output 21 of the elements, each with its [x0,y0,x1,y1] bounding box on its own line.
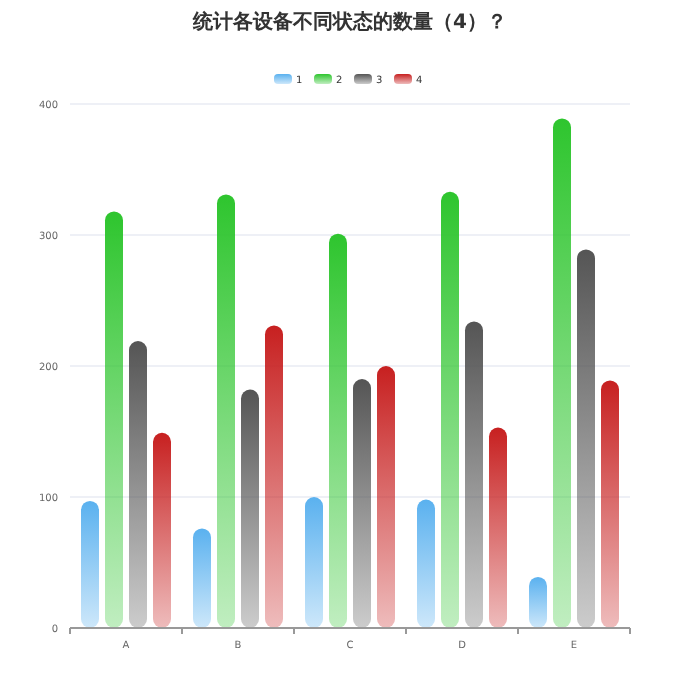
bar [129,341,147,628]
bar [489,427,507,628]
bar [577,249,595,628]
chart-title: 统计各设备不同状态的数量（4）？ [191,10,507,34]
bar [417,499,435,628]
bar [377,366,395,628]
bar [553,118,571,628]
bar [153,432,171,628]
bar [217,194,235,628]
bar [105,211,123,628]
bar [529,576,547,628]
bar [329,233,347,628]
bar [441,191,459,628]
bar [305,497,323,628]
bar [353,379,371,628]
bar [265,325,283,628]
bar [465,321,483,628]
bar [241,389,259,628]
bar [193,528,211,628]
bar [601,380,619,628]
bar [81,500,99,628]
